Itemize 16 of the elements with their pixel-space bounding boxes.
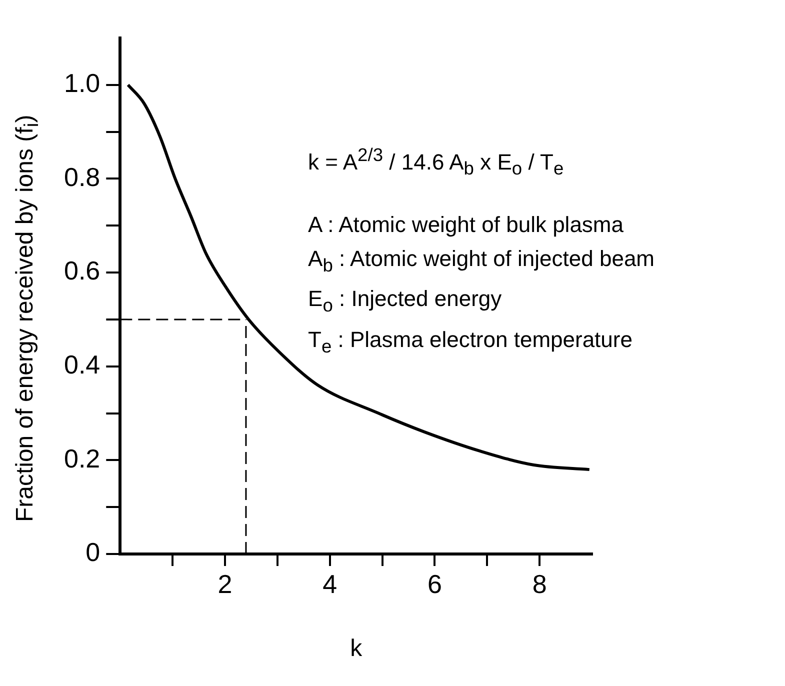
x-tick-label: 8 xyxy=(532,568,547,599)
annotation: A$_{b}$ : Atomic weight of injected beam xyxy=(308,244,655,278)
x-axis-title: k xyxy=(350,635,364,662)
annotation: E$_{o}$ : Injected energy xyxy=(308,285,503,318)
y-tick-label: 1.0 xyxy=(64,68,100,98)
y-tick-label: 0 xyxy=(86,537,100,568)
y-tick-label: 0.2 xyxy=(64,443,100,474)
annotation: k = A$^{2/3}$ / 14.6 A$_{b}$ x E$_{o}$ / T$_{e}$ xyxy=(308,143,565,181)
x-tick-label: 6 xyxy=(427,568,442,599)
y-tick-label: 0.4 xyxy=(64,350,100,380)
annotation: T$_{e}$ : Plasma electron temperature xyxy=(308,326,634,358)
y-tick-label: 0.6 xyxy=(64,256,100,286)
x-tick-label: 2 xyxy=(218,568,232,599)
y-tick-label: 0.8 xyxy=(64,162,100,192)
x-tick-label: 4 xyxy=(322,568,338,599)
annotation: A : Atomic weight of bulk plasma xyxy=(308,210,624,239)
